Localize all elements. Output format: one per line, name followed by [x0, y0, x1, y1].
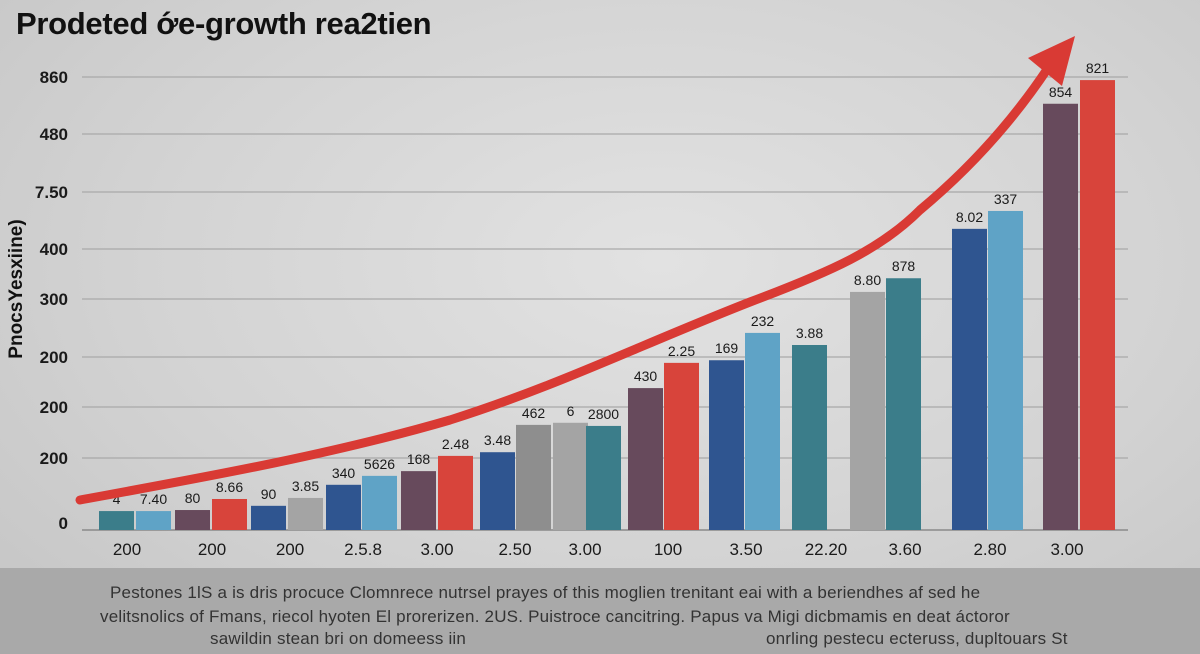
bar — [212, 498, 247, 530]
y-tick-label: 200 — [40, 398, 68, 417]
x-tick-label: 3.50 — [729, 540, 762, 559]
x-tick-label: 2.80 — [973, 540, 1006, 559]
x-tick-label: 3.00 — [420, 540, 453, 559]
bar — [99, 511, 134, 530]
bar — [850, 291, 885, 530]
bar — [664, 362, 699, 530]
bar-group: 80 8.66 200 — [175, 479, 247, 559]
x-tick-label: 200 — [276, 540, 304, 559]
trend-arrow — [75, 36, 1075, 505]
footer-line: sawildin stean bri on domeess iin — [210, 629, 467, 648]
bar — [792, 344, 827, 530]
bar-group: 168 2.48 3.00 — [401, 436, 473, 559]
footer-line: onrling pestecu ecteruss, dupltouars St — [766, 629, 1068, 648]
chart-title: Prodeted ớe-growth rea2tien — [16, 6, 432, 41]
bar-value-label: 168 — [407, 451, 431, 467]
bar — [709, 360, 744, 530]
bar-value-label: 3.48 — [484, 432, 511, 448]
footer-caption: Pestones 1lS a is dris procuce Clomnrece… — [0, 568, 1200, 654]
footer-line: Pestones 1lS a is dris procuce Clomnrece… — [110, 583, 981, 602]
bar-group: 340 5626 2.5.8 — [326, 456, 397, 559]
x-tick-label: 200 — [198, 540, 226, 559]
bar-group: 430 2.25 100 — [628, 343, 699, 559]
bar-value-label: 3.85 — [292, 478, 319, 494]
y-tick-label: 200 — [40, 348, 68, 367]
bar — [136, 511, 171, 530]
bar-value-label: 854 — [1049, 84, 1073, 100]
bar-value-label: 2.48 — [442, 436, 469, 452]
bar-value-label: 90 — [261, 486, 277, 502]
bar — [1043, 103, 1078, 531]
trend-curve — [75, 63, 1053, 505]
x-tick-label: 2.50 — [498, 540, 531, 559]
bar-chart: 860 480 7.50 400 300 200 200 200 0 4 7.40 200 80 8.6… — [35, 36, 1128, 559]
bar — [401, 471, 436, 530]
bar-value-label: 8.66 — [216, 479, 243, 495]
bar-group: 8.80 878 3.60 — [850, 258, 922, 559]
bar — [438, 455, 473, 530]
bar — [745, 332, 780, 530]
bar — [886, 278, 921, 530]
bar — [553, 422, 588, 530]
x-tick-label: 3.00 — [1050, 540, 1083, 559]
bar-value-label: 821 — [1086, 60, 1110, 76]
bar-value-label: 2800 — [588, 406, 619, 422]
bar — [628, 388, 663, 530]
bar-value-label: 80 — [185, 490, 201, 506]
bar — [952, 228, 987, 530]
trend-arrowhead — [1028, 36, 1075, 86]
bar — [175, 510, 210, 530]
bar-value-label: 3.88 — [796, 325, 823, 341]
x-tick-label: 3.60 — [888, 540, 921, 559]
bar-group: 6 2800 3.00 — [553, 403, 621, 559]
x-tick-label: 22.20 — [805, 540, 848, 559]
bar — [326, 484, 361, 530]
bar — [480, 452, 515, 530]
x-tick-label: 200 — [113, 540, 141, 559]
bar-value-label: 462 — [522, 405, 546, 421]
y-tick-label: 860 — [40, 68, 68, 87]
y-tick-label: 300 — [40, 290, 68, 309]
bar — [988, 210, 1023, 530]
bar-group: 854 821 3.00 — [1043, 60, 1115, 559]
bar-value-label: 5626 — [364, 456, 395, 472]
x-tick-label: 100 — [654, 540, 682, 559]
footer-line: velitsnolics of Fmans, riecol hyoten El … — [100, 607, 1010, 626]
bar — [586, 425, 621, 530]
bar-group: 8.02 337 2.80 — [952, 191, 1023, 559]
bar-group: 169 232 3.50 — [709, 313, 780, 559]
bar-value-label: 878 — [892, 258, 916, 274]
bar-group: 4 7.40 200 — [99, 491, 171, 559]
bar-value-label: 4 — [113, 491, 121, 507]
bar-value-label: 2.25 — [668, 343, 695, 359]
bar — [1080, 80, 1115, 530]
bar-value-label: 337 — [994, 191, 1018, 207]
bar — [251, 505, 286, 530]
bar-value-label: 6 — [567, 403, 575, 419]
bar-value-label: 232 — [751, 313, 775, 329]
bar-value-label: 8.80 — [854, 272, 881, 288]
bar — [516, 424, 551, 530]
y-tick-label: 480 — [40, 125, 68, 144]
y-tick-label: 400 — [40, 240, 68, 259]
bar-value-label: 430 — [634, 368, 658, 384]
bar-value-label: 8.02 — [956, 209, 983, 225]
x-tick-label: 3.00 — [568, 540, 601, 559]
bar-group: 90 3.85 200 — [251, 478, 323, 559]
y-tick-label: 7.50 — [35, 183, 68, 202]
y-tick-label: 0 — [59, 514, 68, 533]
bar-value-label: 340 — [332, 465, 356, 481]
bar-group: 3.88 22.20 — [792, 325, 847, 559]
bar-value-label: 7.40 — [140, 491, 167, 507]
y-tick-label: 200 — [40, 449, 68, 468]
bar-group: 3.48 462 2.50 — [480, 405, 551, 559]
bar — [362, 475, 397, 530]
bar — [288, 497, 323, 530]
bar-value-label: 169 — [715, 340, 739, 356]
x-tick-label: 2.5.8 — [344, 540, 382, 559]
